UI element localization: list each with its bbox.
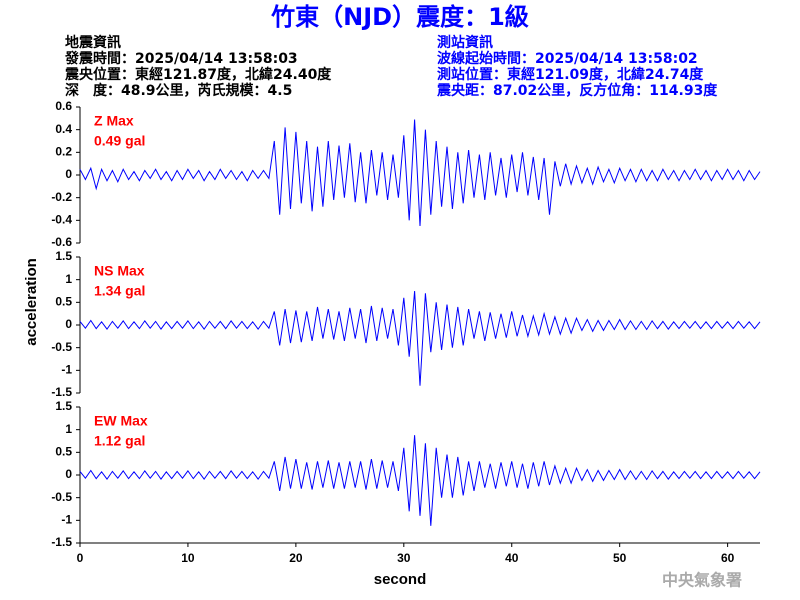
y-tick-label: 0.6 — [55, 99, 72, 113]
y-tick-label: 0 — [65, 467, 72, 481]
info-line: 波線起始時間：2025/04/14 13:58:02 — [437, 50, 698, 67]
x-tick-label: 40 — [505, 551, 519, 565]
panel-max: 1.34 gal — [94, 283, 145, 299]
y-tick-label: 0.5 — [55, 445, 72, 459]
y-tick-label: 1 — [65, 422, 72, 436]
watermark: 中央氣象署 — [662, 571, 742, 590]
y-tick-label: -1 — [61, 513, 72, 527]
x-tick-label: 0 — [77, 551, 84, 565]
info-line: 測站資訊 — [437, 34, 493, 51]
panel-max: 0.49 gal — [94, 133, 145, 149]
panel-max: 1.12 gal — [94, 433, 145, 449]
y-tick-label: -0.4 — [51, 213, 72, 227]
x-axis-label: second — [374, 571, 427, 588]
x-tick-label: 20 — [289, 551, 303, 565]
info-line: 測站位置：東經121.09度，北緯24.74度 — [437, 66, 704, 83]
y-tick-label: -0.6 — [51, 235, 72, 249]
panel-label: NS Max — [94, 263, 145, 279]
y-tick-label: -1.5 — [51, 535, 72, 549]
x-tick-label: 60 — [721, 551, 735, 565]
waveform — [79, 435, 761, 526]
y-tick-label: -1.5 — [51, 385, 72, 399]
x-tick-label: 50 — [613, 551, 627, 565]
y-tick-label: -0.5 — [51, 340, 72, 354]
panel-label: EW Max — [94, 413, 148, 429]
y-tick-label: -1 — [61, 363, 72, 377]
y-tick-label: 1.5 — [55, 249, 72, 263]
y-tick-label: 0 — [65, 167, 72, 181]
y-tick-label: 0.4 — [55, 122, 72, 136]
waveform — [79, 119, 761, 227]
y-tick-label: -0.2 — [51, 190, 72, 204]
panel-label: Z Max — [94, 113, 134, 129]
y-tick-label: 0.5 — [55, 295, 72, 309]
y-tick-label: 1 — [65, 272, 72, 286]
y-tick-label: -0.5 — [51, 490, 72, 504]
y-tick-label: 0.2 — [55, 145, 72, 159]
info-line: 深 度：48.9公里，芮氏規模：4.5 — [65, 82, 292, 99]
info-line: 震央距：87.02公里，反方位角：114.93度 — [436, 82, 718, 99]
x-tick-label: 10 — [181, 551, 195, 565]
y-tick-label: 0 — [65, 317, 72, 331]
info-line: 發震時間：2025/04/14 13:58:03 — [64, 50, 298, 67]
info-line: 震央位置：東經121.87度，北緯24.40度 — [64, 66, 332, 83]
y-axis-label: acceleration — [23, 258, 40, 346]
info-line: 地震資訊 — [65, 34, 121, 51]
y-tick-label: 1.5 — [55, 399, 72, 413]
x-tick-label: 30 — [397, 551, 411, 565]
waveform — [79, 290, 761, 386]
chart-title: 竹東（NJD）震度：1級 — [270, 3, 529, 31]
